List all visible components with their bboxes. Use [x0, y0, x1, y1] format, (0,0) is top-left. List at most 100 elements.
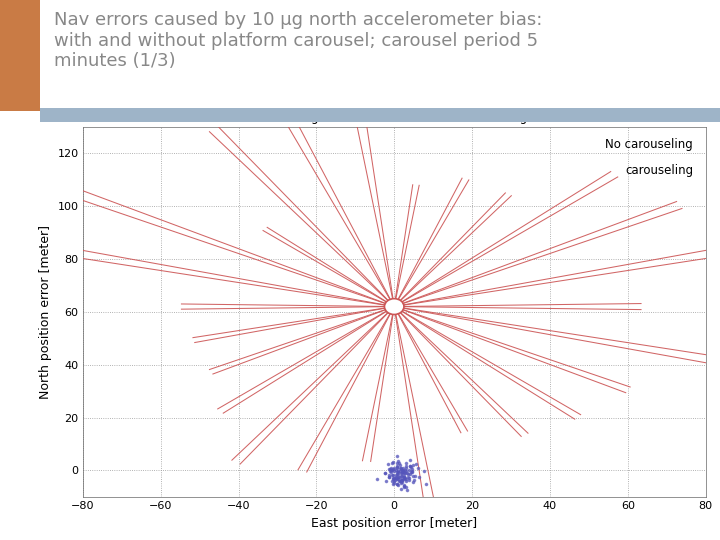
Point [392, 469, 403, 478]
Point [391, 463, 402, 471]
Point [398, 471, 410, 480]
Point [386, 470, 397, 479]
Text: Nav errors caused by 10 μg north accelerometer bias:
with and without platform c: Nav errors caused by 10 μg north acceler… [54, 11, 542, 70]
Point [387, 458, 398, 467]
Point [402, 470, 414, 479]
Point [407, 465, 418, 474]
Point [391, 459, 402, 468]
Point [379, 468, 390, 477]
Point [398, 474, 410, 482]
Point [395, 469, 407, 477]
Text: No carouseling: No carouseling [606, 138, 693, 151]
Point [409, 471, 420, 480]
Point [398, 474, 410, 483]
Point [386, 468, 397, 477]
Point [391, 451, 402, 460]
Point [395, 476, 406, 485]
Point [401, 486, 413, 495]
Point [395, 471, 407, 480]
Point [400, 467, 412, 475]
Point [394, 476, 405, 485]
Point [392, 481, 404, 489]
Point [398, 469, 410, 477]
Point [392, 479, 403, 488]
Point [397, 476, 408, 485]
Point [387, 477, 398, 485]
Point [383, 473, 395, 482]
Title: 14 hours simulated gimbaled INS errors from 10 micro-g N acc. bias: 14 hours simulated gimbaled INS errors f… [193, 111, 595, 124]
Point [386, 465, 397, 474]
Point [395, 460, 406, 469]
Point [400, 477, 412, 485]
Point [395, 478, 407, 487]
Point [404, 456, 415, 464]
Point [390, 472, 402, 481]
Point [385, 465, 397, 474]
Point [398, 483, 410, 492]
Point [407, 468, 418, 476]
Point [413, 464, 424, 472]
Point [414, 473, 426, 482]
Point [387, 475, 399, 483]
Point [403, 466, 415, 475]
Point [400, 475, 411, 484]
Point [400, 462, 412, 470]
Point [383, 472, 395, 481]
Point [393, 458, 405, 467]
Point [390, 474, 402, 482]
Point [400, 483, 412, 491]
Point [372, 475, 383, 483]
Point [392, 472, 404, 481]
Point [418, 467, 430, 476]
Ellipse shape [384, 299, 404, 314]
Point [404, 462, 415, 470]
Point [392, 470, 404, 478]
Point [391, 475, 402, 483]
Point [392, 462, 403, 470]
Point [396, 476, 408, 484]
Point [399, 468, 410, 477]
Point [399, 474, 410, 483]
Point [395, 463, 406, 472]
Point [396, 466, 408, 475]
Point [408, 475, 420, 484]
Point [382, 460, 394, 468]
Point [392, 479, 403, 488]
Point [392, 468, 403, 476]
Point [403, 474, 415, 483]
Point [392, 457, 404, 465]
Point [410, 460, 422, 469]
Point [395, 476, 407, 485]
Point [388, 477, 400, 485]
Point [397, 478, 408, 487]
Point [387, 464, 399, 473]
Point [406, 467, 418, 475]
Point [399, 482, 410, 491]
Point [395, 464, 407, 472]
Point [400, 465, 411, 474]
Point [387, 457, 398, 466]
Point [389, 464, 400, 472]
Point [384, 465, 396, 474]
Point [388, 474, 400, 482]
Point [407, 461, 418, 470]
Point [383, 464, 395, 473]
Point [395, 466, 406, 475]
Point [395, 475, 407, 484]
Point [392, 475, 403, 484]
Text: carouseling: carouseling [625, 164, 693, 177]
Point [397, 473, 409, 482]
Point [389, 479, 400, 488]
Point [389, 476, 400, 484]
Point [405, 468, 416, 476]
Y-axis label: North position error [meter]: North position error [meter] [39, 225, 52, 399]
Point [397, 467, 409, 476]
Point [385, 464, 397, 473]
Point [379, 468, 390, 477]
Point [400, 464, 412, 472]
Point [392, 468, 403, 476]
Point [396, 468, 408, 477]
Point [408, 477, 419, 486]
Point [383, 470, 395, 479]
Point [391, 471, 402, 480]
